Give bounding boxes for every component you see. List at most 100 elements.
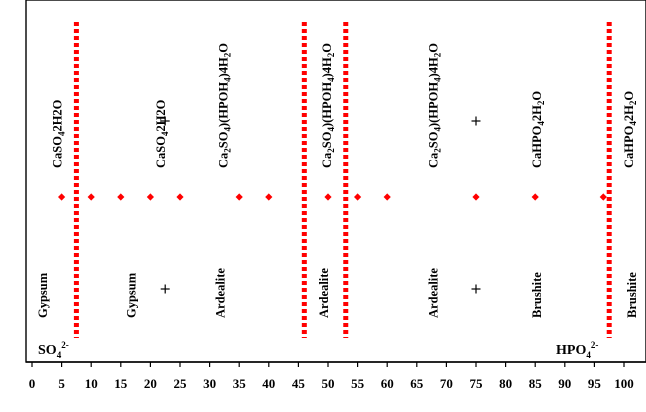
formula-text: )(HPOH (216, 82, 230, 127)
plus-marker (160, 284, 170, 294)
formula-subscript: 4 (433, 77, 443, 82)
ion-right-label: HPO42- (556, 340, 598, 360)
x-tick-label: 0 (29, 376, 36, 391)
ion-left-label-base: SO (38, 343, 57, 358)
formula-text: 2H2O (51, 99, 65, 131)
x-tick-label: 75 (470, 376, 484, 391)
formula-text: Ca (427, 152, 441, 168)
formula-text: )4H (320, 57, 334, 77)
formula-subscript: 4 (326, 77, 336, 82)
plus-marker (471, 284, 481, 294)
x-tick-label: 100 (614, 376, 634, 391)
formula-text: O (530, 91, 544, 101)
x-tick-label: 20 (144, 376, 157, 391)
ion-left-label-subscript: 4 (57, 350, 62, 360)
ion-right-label-charge: 2- (591, 340, 599, 350)
x-tick-label: 10 (85, 376, 98, 391)
mineral-label: Brushite (625, 272, 639, 318)
formula-text: Ca (216, 152, 230, 168)
formula-text: )4H (427, 57, 441, 77)
formula-text: O (320, 43, 334, 53)
x-tick-label: 5 (58, 376, 65, 391)
formula-subscript: 4 (536, 121, 546, 126)
formula-label: Ca2SO4)(HPOH4)4H2O (427, 43, 443, 168)
formula-subscript: 2 (222, 52, 232, 57)
data-point (235, 193, 243, 201)
formula-text: CaHPO (530, 125, 544, 168)
formula-text: 2H (530, 105, 544, 121)
mineral-label: Brushite (530, 272, 544, 318)
data-point (176, 193, 184, 201)
formula-label: Ca2SO4)(HPOH4)4H2O (216, 43, 232, 168)
x-tick-label: 65 (410, 376, 424, 391)
x-tick-label: 80 (499, 376, 512, 391)
formula-subscript: 4 (628, 121, 638, 126)
mineral-label: Gypsum (36, 272, 50, 318)
x-tick-label: 95 (588, 376, 602, 391)
formula-subscript: 2 (536, 100, 546, 105)
formula-text: CaSO (154, 136, 168, 168)
formula-text: CaHPO (622, 125, 636, 168)
data-point (531, 193, 539, 201)
plus-markers (160, 116, 481, 294)
phase-boundaries (73, 22, 612, 338)
plus-marker (471, 116, 481, 126)
x-tick-label: 50 (322, 376, 335, 391)
formula-subscript: 4 (433, 127, 443, 132)
formula-subscript: 4 (222, 127, 232, 132)
x-tick-label: 70 (440, 376, 453, 391)
formula-text: CaSO (51, 136, 65, 168)
formula-subscript: 2 (222, 148, 232, 153)
x-tick-label: 25 (174, 376, 188, 391)
formula-label: CaHPO42H2O (622, 91, 638, 168)
plus-marker (160, 116, 170, 126)
formula-text: 2H (622, 105, 636, 121)
formula-subscript: 2 (326, 148, 336, 153)
formula-subscript: 2 (628, 100, 638, 105)
formula-subscript: 4 (222, 77, 232, 82)
mineral-label: Gypsum (125, 272, 139, 318)
data-point (472, 193, 480, 201)
formula-text: O (216, 43, 230, 53)
formula-subscript: 2 (326, 52, 336, 57)
data-point (324, 193, 332, 201)
x-tick-label: 15 (114, 376, 128, 391)
formula-text: Ca (320, 152, 334, 168)
x-tick-label: 90 (558, 376, 571, 391)
x-tick-label: 85 (529, 376, 543, 391)
x-tick-label: 35 (233, 376, 247, 391)
formula-label: Ca2SO4)(HPOH4)4H2O (320, 43, 336, 168)
formula-subscript: 4 (160, 131, 170, 136)
x-tick-label: 45 (292, 376, 306, 391)
formula-label: CaSO42H2O (51, 99, 67, 168)
data-point (265, 193, 273, 201)
data-point (354, 193, 362, 201)
data-points (58, 193, 607, 201)
formula-label: CaSO42H2O (154, 99, 170, 168)
data-point (599, 193, 607, 201)
data-point (87, 193, 95, 201)
formula-subscript: 2 (433, 52, 443, 57)
x-tick-label: 60 (381, 376, 394, 391)
formula-text: SO (320, 131, 334, 148)
plot-frame (25, 0, 646, 363)
formula-subscript: 4 (326, 127, 336, 132)
data-point (117, 193, 125, 201)
x-tick-label: 40 (262, 376, 275, 391)
phase-labels: CaSO42H2OCaSO42H2OCa2SO4)(HPOH4)4H2OCa2S… (36, 43, 639, 360)
data-point (146, 193, 154, 201)
x-tick-label: 55 (351, 376, 365, 391)
x-tick-label: 30 (203, 376, 216, 391)
data-point (58, 193, 66, 201)
mineral-label: Ardealite (213, 268, 227, 318)
data-point (383, 193, 391, 201)
ion-right-label-subscript: 4 (586, 350, 591, 360)
mineral-label: Ardealite (427, 268, 441, 318)
formula-text: 2H2O (154, 99, 168, 131)
formula-subscript: 2 (433, 148, 443, 153)
formula-text: O (427, 43, 441, 53)
formula-text: SO (216, 131, 230, 148)
x-axis-ticks: 0 5 10 15 20 25 30 35 40 45 50 55 60 65 70 75 80 85 90 95 10… (29, 362, 634, 391)
